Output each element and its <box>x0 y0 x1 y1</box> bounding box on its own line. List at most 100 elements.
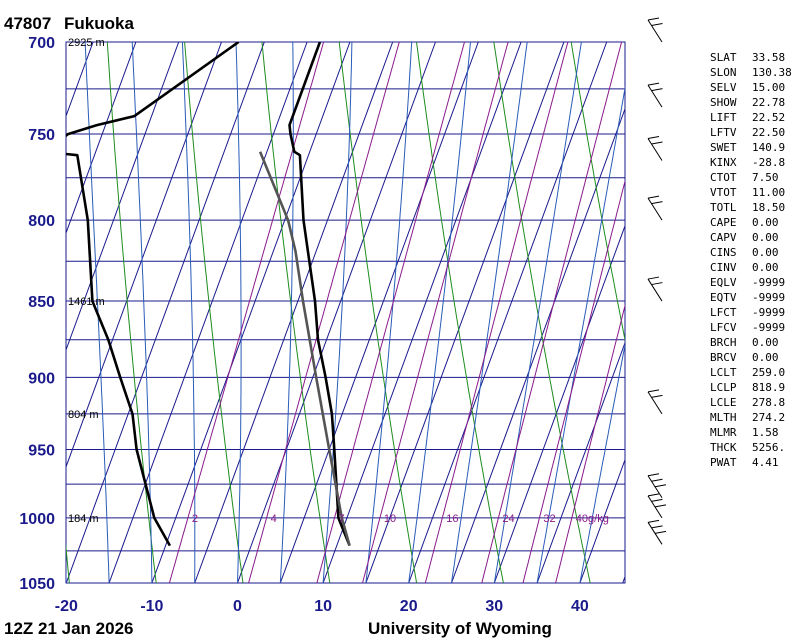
wind-barb <box>647 493 667 519</box>
isotherm-line <box>66 42 222 469</box>
data-source: University of Wyoming <box>368 619 552 638</box>
moist-adiabat-line <box>408 42 471 583</box>
index-value: 278.8 <box>752 396 785 409</box>
dry-adiabat-line <box>66 543 70 583</box>
index-name: LCLE <box>710 396 737 409</box>
mixing-ratio-label: 32 <box>543 513 555 525</box>
mixing-ratio-label: 16 <box>446 513 458 525</box>
index-name: LFTV <box>710 126 737 139</box>
isotherm-line <box>365 42 565 583</box>
pressure-tick-label: 1050 <box>19 576 55 593</box>
isotherm-line <box>194 42 394 583</box>
index-value: 274.2 <box>752 411 785 424</box>
temperature-tick-label: -20 <box>55 598 78 615</box>
height-label: 804 m <box>68 409 99 421</box>
pressure-tick-label: 800 <box>28 213 55 230</box>
mixing-ratio-line <box>481 42 623 583</box>
mixing-ratio-line <box>522 179 625 583</box>
index-name: LFCV <box>710 321 737 334</box>
pressure-tick-label: 700 <box>28 35 55 52</box>
index-name: EQTV <box>710 291 737 304</box>
index-name: LCLP <box>710 381 737 394</box>
wind-barb <box>647 195 663 221</box>
temperature-tick-label: 10 <box>314 598 332 615</box>
isotherm-line <box>0 42 8 583</box>
index-name: VTOT <box>710 186 737 199</box>
index-value: -9999 <box>752 306 785 319</box>
dry-adiabats <box>66 42 764 583</box>
plot-area <box>65 41 626 584</box>
dry-adiabat-line <box>416 42 504 583</box>
wind-barbs <box>647 17 667 545</box>
isotherm-line <box>66 42 265 583</box>
isotherm-line <box>579 458 625 583</box>
index-name: SHOW <box>710 96 737 109</box>
parcel-profile <box>258 151 351 546</box>
index-name: EQLV <box>710 276 737 289</box>
mixing-ratio-label: 2 <box>192 513 198 525</box>
moist-adiabat-line <box>322 42 353 583</box>
mixing-ratio-labels: 2 4 7 10 16 24 32 40g/kg <box>192 513 609 525</box>
index-name: SWET <box>710 141 737 154</box>
temperature-profile <box>288 42 351 547</box>
pressure-tick-labels: 700 750 800 850 900 950 1000 1050 <box>19 35 55 593</box>
dry-adiabat-line <box>649 42 764 583</box>
sounding-series <box>66 42 351 547</box>
stability-indices: SLAT 33.58 SLON 130.38 SELV 15.00 SHOW 22.78 LIF… <box>710 51 792 469</box>
isotherm-line <box>108 42 308 583</box>
mixing-ratio-line <box>362 42 509 583</box>
temperature-tick-label: -10 <box>140 598 163 615</box>
index-name: CINS <box>710 246 737 259</box>
temperature-tick-labels: -20 -10 0 10 20 30 40 <box>55 598 589 615</box>
pressure-tick-label: 900 <box>28 370 55 387</box>
moist-adiabat-line <box>66 565 67 583</box>
index-name: KINX <box>710 156 737 169</box>
station-name: Fukuoka <box>64 14 134 33</box>
index-name: BRCV <box>710 351 737 364</box>
dry-adiabat-line <box>261 42 331 583</box>
index-name: LFCT <box>710 306 737 319</box>
index-name: SELV <box>710 81 737 94</box>
index-value: -28.8 <box>752 156 785 169</box>
index-value: -9999 <box>752 321 785 334</box>
index-value: 0.00 <box>752 231 779 244</box>
mixing-ratio-label: 7 <box>339 513 345 525</box>
index-name: MLMR <box>710 426 737 439</box>
index-value: 4.41 <box>752 456 779 469</box>
isotherm-line <box>66 42 137 235</box>
mixing-ratio-label: 24 <box>502 513 514 525</box>
isotherm-line <box>536 341 625 583</box>
moist-adiabat-line <box>84 42 110 583</box>
wind-barb <box>647 135 663 161</box>
dry-adiabat-line <box>338 42 418 583</box>
index-value: 0.00 <box>752 246 779 259</box>
isotherm-grid <box>0 42 625 583</box>
moist-adiabat-line <box>493 42 582 583</box>
mixing-ratio-label: 40g/kg <box>576 513 609 525</box>
index-value: -9999 <box>752 291 785 304</box>
height-label: 1461 m <box>68 296 105 308</box>
pressure-tick-label: 950 <box>28 443 55 460</box>
index-name: SLAT <box>710 51 737 64</box>
isotherm-line <box>322 42 522 583</box>
temperature-tick-label: 20 <box>400 598 418 615</box>
mixing-ratio-label: 10 <box>384 513 396 525</box>
mixing-ratio-line <box>424 42 569 583</box>
height-label: 2925 m <box>68 37 105 49</box>
index-name: SLON <box>710 66 737 79</box>
isotherm-line <box>493 224 625 583</box>
mixing-ratio-label: 4 <box>271 513 277 525</box>
index-name: CTOT <box>710 171 737 184</box>
moist-adiabat-line <box>579 342 625 583</box>
dry-adiabat-line <box>106 42 157 583</box>
wind-barb <box>647 17 663 43</box>
isotherm-line <box>0 42 50 583</box>
index-value: 0.00 <box>752 216 779 229</box>
index-value: 22.78 <box>752 96 785 109</box>
pressure-tick-label: 750 <box>28 127 55 144</box>
temperature-tick-label: 0 <box>233 598 242 615</box>
index-value: -9999 <box>752 276 785 289</box>
index-value: 259.0 <box>752 366 785 379</box>
index-value: 130.38 <box>752 66 792 79</box>
